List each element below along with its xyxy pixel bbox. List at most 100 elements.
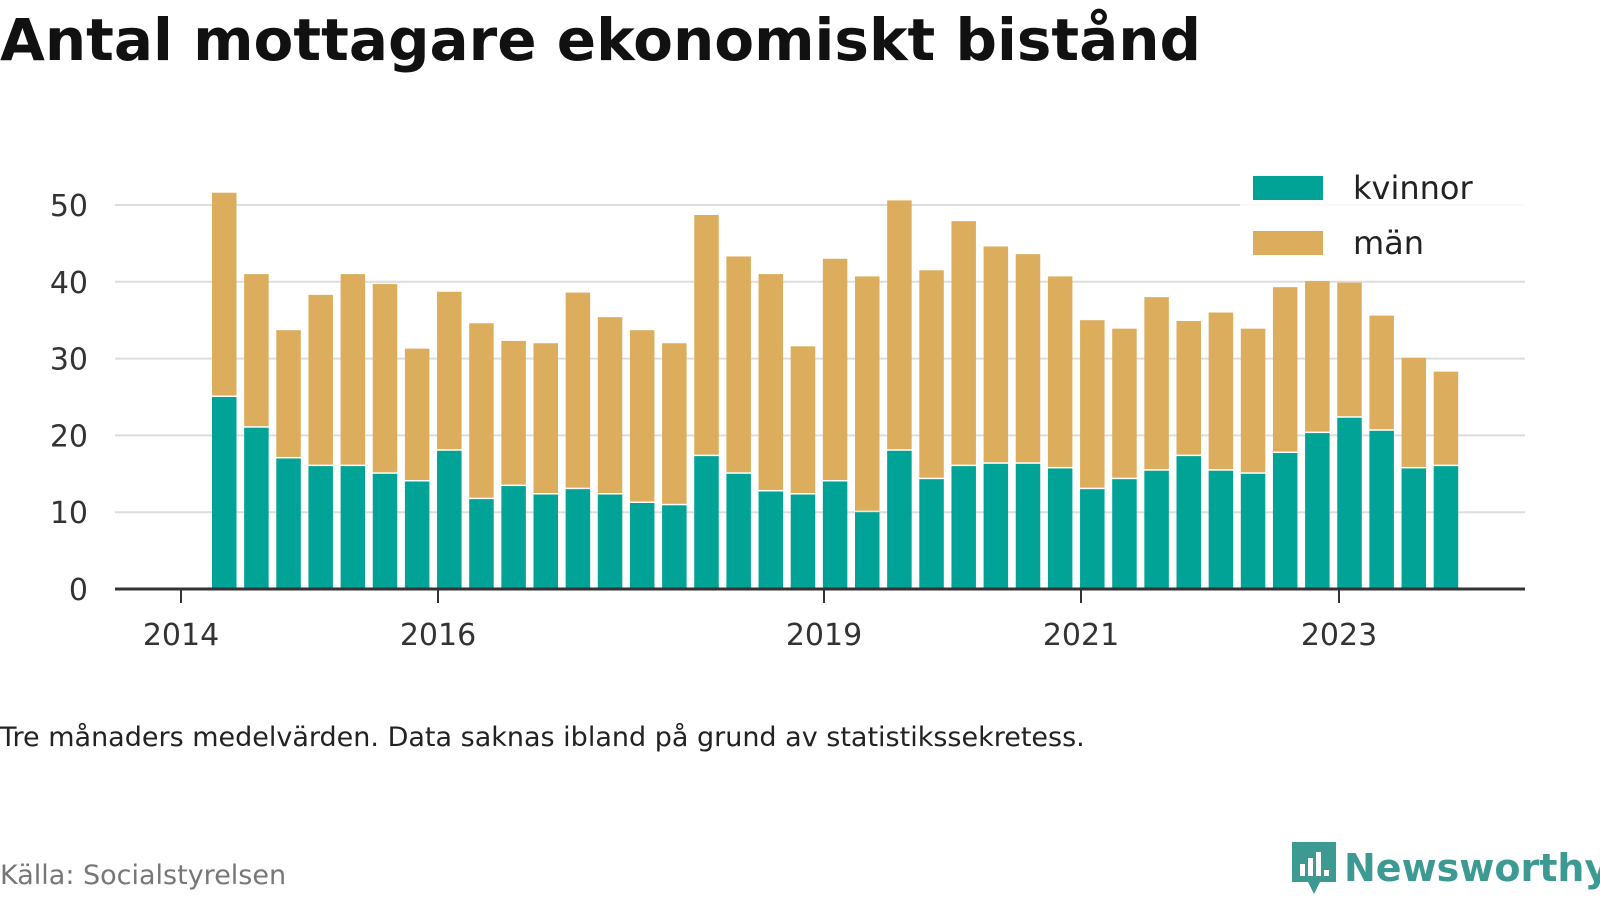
bar-kvinnor <box>404 481 430 589</box>
bar-man <box>1240 328 1266 473</box>
bar-kvinnor <box>244 427 269 589</box>
bar-man <box>1080 320 1105 488</box>
bar-man <box>1144 297 1169 470</box>
bar-man <box>1433 371 1459 465</box>
bar-man <box>822 258 848 480</box>
bar-man <box>951 221 976 465</box>
y-tick-label: 30 <box>50 343 88 378</box>
bar-kvinnor <box>822 481 848 589</box>
bar-man <box>1369 315 1394 430</box>
bar-kvinnor <box>855 512 880 589</box>
legend-swatch-kvinnor <box>1253 176 1323 200</box>
bar-man <box>1272 287 1298 452</box>
bar-kvinnor <box>1369 430 1394 589</box>
bars <box>212 192 1459 589</box>
bar-kvinnor <box>372 473 398 589</box>
bar-man <box>758 274 784 490</box>
y-tick-label: 0 <box>69 573 88 608</box>
bar-kvinnor <box>469 499 494 589</box>
legend-label-kvinnor: kvinnor <box>1353 169 1474 207</box>
bar-man <box>308 294 333 465</box>
x-tick-label: 2016 <box>400 618 476 653</box>
bar-kvinnor <box>276 458 301 589</box>
bar-man <box>565 292 591 488</box>
bar-man <box>1401 357 1427 467</box>
bar-kvinnor <box>212 397 237 589</box>
bar-kvinnor <box>1112 479 1137 589</box>
bar-kvinnor <box>597 494 623 589</box>
y-tick-label: 20 <box>50 419 88 454</box>
bar-kvinnor <box>1080 489 1105 589</box>
chart-note: Tre månaders medelvärden. Data saknas ib… <box>0 722 1085 753</box>
bar-kvinnor <box>308 466 333 589</box>
y-tick-label: 40 <box>50 266 88 301</box>
bar-kvinnor <box>1433 466 1459 589</box>
bar-kvinnor <box>790 494 816 589</box>
bar-kvinnor <box>919 479 944 589</box>
bar-kvinnor <box>1401 468 1427 589</box>
legend-label-man: män <box>1353 224 1424 262</box>
bar-man <box>340 274 366 465</box>
bar-man <box>629 330 655 502</box>
bar-man <box>694 214 719 455</box>
y-tick-label: 10 <box>50 496 88 531</box>
y-tick-label: 50 <box>50 189 88 224</box>
bar-kvinnor <box>694 456 719 589</box>
bar-man <box>276 330 301 457</box>
bar-kvinnor <box>1015 463 1041 589</box>
bar-man <box>726 256 751 473</box>
bar-kvinnor <box>1272 453 1298 589</box>
bar-kvinnor <box>1144 470 1169 589</box>
newsworthy-logo-icon <box>1292 842 1336 894</box>
bar-man <box>1176 320 1201 455</box>
chart-title: Antal mottagare ekonomiskt bistånd <box>0 6 1202 74</box>
bar-kvinnor <box>887 450 912 589</box>
bar-kvinnor <box>1305 433 1330 589</box>
bar-man <box>983 246 1009 463</box>
x-tick-label: 2014 <box>143 618 219 653</box>
legend: kvinnor män <box>1240 165 1530 275</box>
x-tick-label: 2023 <box>1301 618 1377 653</box>
bar-kvinnor <box>1337 417 1362 589</box>
bar-man <box>1015 254 1041 463</box>
bar-kvinnor <box>951 466 976 589</box>
legend-swatch-man <box>1253 231 1323 255</box>
bar-kvinnor <box>1208 470 1234 589</box>
bar-man <box>244 274 269 427</box>
axes: 0 10 20 30 40 50 2014 2016 2019 2021 2023 <box>50 189 1525 653</box>
bar-man <box>887 200 912 450</box>
bar-kvinnor <box>340 466 366 589</box>
bar-kvinnor <box>1240 473 1266 589</box>
newsworthy-brand[interactable]: Newsworthy <box>1290 840 1600 896</box>
bar-kvinnor <box>726 473 751 589</box>
bar-man <box>597 317 623 494</box>
bar-kvinnor <box>1176 456 1201 589</box>
bar-man <box>469 323 494 498</box>
bar-man <box>212 192 237 396</box>
x-tick-label: 2021 <box>1043 618 1119 653</box>
x-tick-label: 2019 <box>786 618 862 653</box>
bar-man <box>533 343 558 494</box>
source-label: Källa: Socialstyrelsen <box>0 860 287 891</box>
bar-man <box>437 291 462 450</box>
bar-man <box>1337 282 1362 417</box>
chart: 0 10 20 30 40 50 2014 2016 2019 2021 2023 kvinnor … <box>49 165 1530 653</box>
bar-kvinnor <box>533 494 558 589</box>
bar-kvinnor <box>501 486 526 589</box>
bar-kvinnor <box>437 450 462 589</box>
bar-man <box>372 284 398 473</box>
bar-kvinnor <box>565 489 591 589</box>
bar-kvinnor <box>1047 468 1073 589</box>
bar-man <box>1112 328 1137 478</box>
bar-man <box>1305 281 1330 432</box>
bar-man <box>662 343 687 504</box>
bar-man <box>855 276 880 511</box>
brand-name: Newsworthy <box>1344 846 1600 890</box>
bar-man <box>1047 276 1073 467</box>
bar-man <box>790 346 816 494</box>
bar-kvinnor <box>983 463 1009 589</box>
bar-man <box>919 270 944 478</box>
bar-kvinnor <box>758 491 784 589</box>
bar-kvinnor <box>662 505 687 589</box>
bar-man <box>404 348 430 480</box>
